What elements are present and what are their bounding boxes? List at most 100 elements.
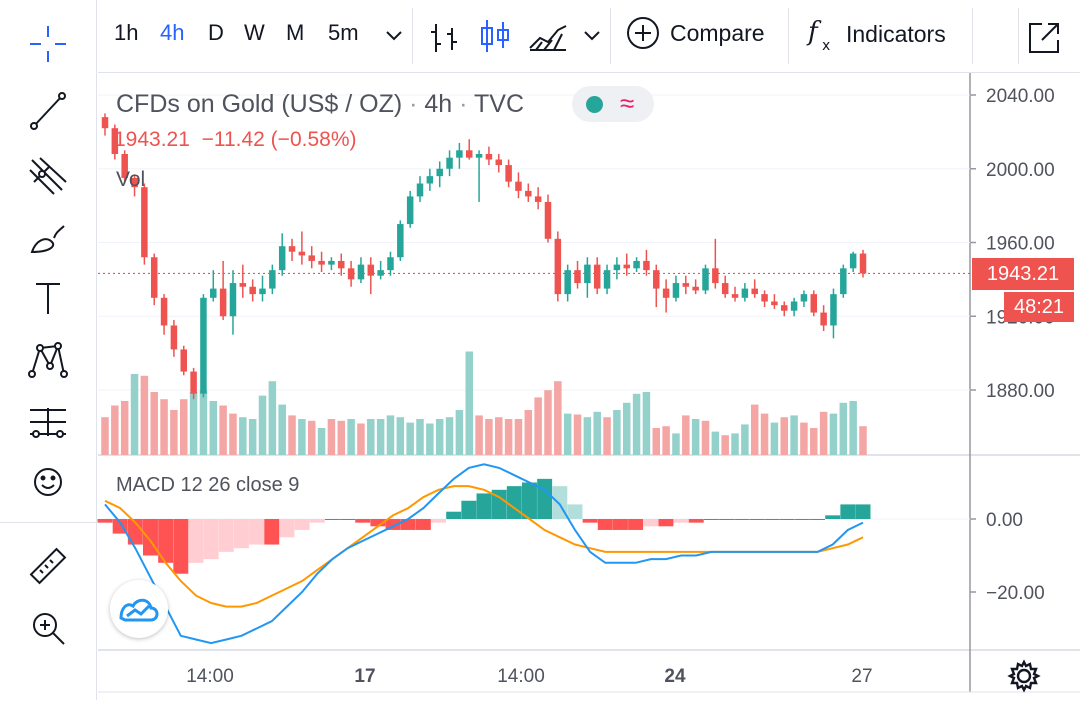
candle-body	[525, 190, 532, 197]
candle-body	[111, 128, 119, 154]
candle-body	[160, 297, 168, 326]
macd-histogram-bar	[673, 519, 689, 523]
volume-bar	[367, 419, 375, 455]
candle-body	[741, 288, 749, 298]
candle-body	[859, 253, 867, 274]
symbol-legend[interactable]: CFDs on Gold (US$ / OZ) · 4h · TVC	[116, 90, 524, 118]
volume-bar	[691, 419, 700, 455]
candle-body	[790, 301, 798, 311]
chevron-down-icon[interactable]	[582, 28, 602, 44]
timeframe-m[interactable]: M	[286, 20, 305, 45]
plus-circle-icon	[627, 17, 659, 49]
symbol-name: CFDs on Gold (US$ / OZ)	[116, 90, 403, 118]
macd-histogram-bar	[612, 519, 628, 530]
volume-bar	[622, 402, 631, 455]
macd-histogram-bar	[97, 519, 113, 523]
candle-body	[721, 283, 729, 295]
macd-legend[interactable]: MACD 12 26 close 9	[116, 474, 300, 496]
candle-body	[210, 288, 217, 298]
candle-body	[830, 294, 837, 326]
volume-bar	[613, 410, 621, 455]
candle-body	[190, 371, 197, 394]
volume-bar	[652, 428, 661, 455]
market-status-pill[interactable]: ≈	[572, 86, 654, 122]
volume-bar	[396, 417, 405, 455]
timeframe-w[interactable]: W	[244, 20, 265, 45]
macd-histogram-bar	[355, 519, 371, 523]
candle-body	[180, 349, 188, 372]
candle-body	[485, 154, 493, 160]
volume-bar	[248, 419, 257, 455]
candle-body	[495, 159, 503, 166]
candles-icon[interactable]	[478, 18, 512, 56]
legend-price-value: 1943.21	[114, 128, 190, 151]
macd-histogram-bar	[415, 519, 431, 530]
last-price-label: 1943.21	[972, 258, 1074, 290]
ruler-icon[interactable]	[22, 540, 74, 592]
emoji-icon[interactable]	[22, 456, 74, 508]
candle-body	[712, 268, 719, 284]
volume-bar	[573, 414, 582, 455]
macd-histogram-bar	[431, 519, 446, 523]
measure-icon[interactable]	[22, 396, 74, 448]
candle-body	[249, 286, 256, 295]
timeframe-d[interactable]: D	[208, 20, 224, 45]
volume-bar	[317, 428, 326, 455]
volume-bar	[229, 413, 237, 455]
volume-bar	[839, 402, 848, 455]
volume-bar	[701, 420, 710, 455]
pitchfork-icon[interactable]	[22, 148, 74, 200]
volume-bar	[485, 419, 493, 455]
candle-body	[554, 238, 562, 295]
volume-bar	[475, 415, 483, 455]
macd-histogram-bar	[779, 519, 795, 520]
volume-bar	[632, 393, 641, 455]
macd-histogram-bar	[491, 489, 507, 519]
candle-body	[505, 165, 512, 182]
macd-histogram-bar	[188, 519, 204, 563]
volume-bar	[790, 415, 798, 455]
fullscreen-icon[interactable]	[1026, 20, 1062, 56]
brush-icon[interactable]	[22, 212, 74, 264]
volume-legend[interactable]: Vol	[116, 168, 146, 191]
candle-body	[387, 257, 394, 271]
volume-bar	[376, 419, 385, 455]
volume-bar	[445, 417, 454, 455]
indicators-label: Indicators	[846, 20, 946, 47]
candle-body	[780, 305, 788, 311]
bar-chart-icon[interactable]	[428, 20, 462, 56]
chevron-down-icon[interactable]	[384, 28, 404, 44]
macd-histogram-bar	[233, 519, 249, 549]
candle-body	[259, 288, 266, 295]
symbol-interval: 4h	[424, 90, 453, 118]
candle-body	[515, 181, 522, 191]
candle-body	[574, 270, 581, 284]
price-tick-label: 2040.00	[986, 86, 1055, 107]
candle-body	[800, 294, 808, 302]
price-tick-label: 1960.00	[986, 234, 1055, 255]
tradingview-logo-icon[interactable]	[110, 580, 168, 638]
timeframe-5m[interactable]: 5m	[328, 20, 359, 45]
compare-button[interactable]: Compare	[626, 16, 765, 50]
candle-body	[269, 270, 276, 289]
macd-histogram-bar	[855, 504, 871, 519]
macd-histogram-bar	[476, 493, 492, 519]
pattern-icon[interactable]	[22, 334, 74, 386]
volume-bar	[298, 419, 306, 455]
area-chart-icon[interactable]	[528, 22, 568, 52]
candle-body	[761, 294, 768, 302]
macd-histogram-bar	[688, 519, 704, 523]
volume-bar	[741, 424, 749, 455]
trend-line-icon[interactable]	[22, 84, 74, 136]
timeframe-4h[interactable]: 4h	[160, 20, 185, 45]
settings-gear-icon[interactable]	[1004, 656, 1044, 696]
zoom-in-icon[interactable]	[22, 602, 74, 654]
volume-bar	[455, 410, 464, 455]
text-icon[interactable]	[22, 272, 74, 324]
crosshair-icon[interactable]	[22, 18, 74, 70]
candle-body	[229, 283, 237, 317]
volume-bar	[760, 413, 769, 455]
macd-histogram-bar	[218, 519, 234, 552]
timeframe-1h[interactable]: 1h	[114, 20, 139, 45]
